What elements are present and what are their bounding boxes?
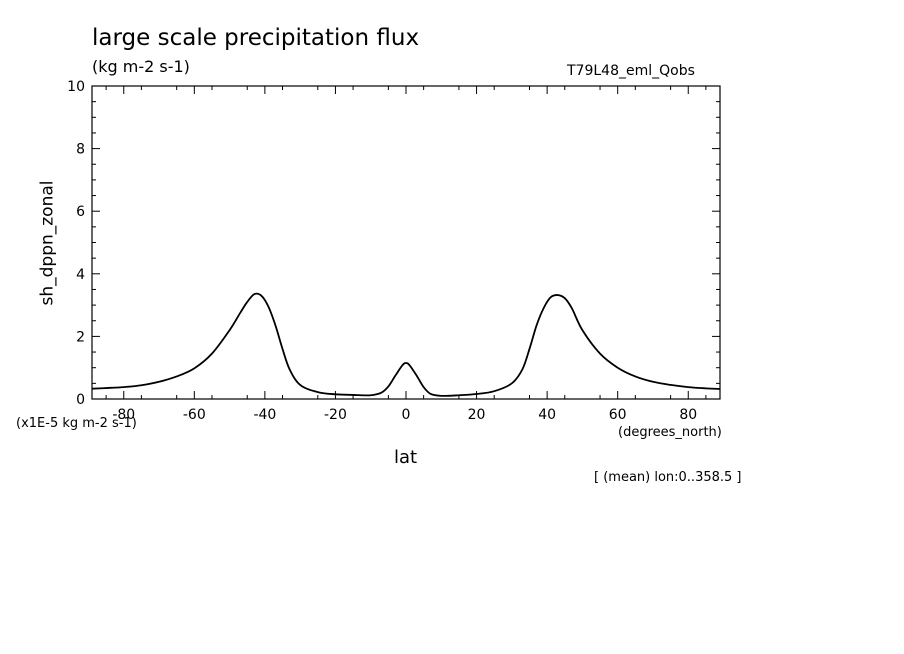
x-tick-label: 20 <box>468 407 486 423</box>
x-tick-label: -60 <box>183 407 206 423</box>
y-tick-label: 10 <box>67 79 85 95</box>
scale-factor-label: (x1E-5 kg m-2 s-1) <box>16 416 137 431</box>
series-line-1 <box>91 292 721 397</box>
x-tick-label: -40 <box>253 407 276 423</box>
x-tick-label: -80 <box>112 407 135 423</box>
units-label: (kg m-2 s-1) <box>92 57 190 76</box>
y-tick-label: 8 <box>76 142 85 158</box>
chart-title: large scale precipitation flux <box>92 25 420 51</box>
y-tick-label: 0 <box>76 392 85 408</box>
y-tick-label: 6 <box>76 204 85 220</box>
x-tick-label: 60 <box>609 407 627 423</box>
x-tick-label: 40 <box>538 407 556 423</box>
average-note: [ (mean) lon:0..358.5 ] <box>594 470 742 485</box>
y-tick-label: 4 <box>76 267 85 283</box>
x-axis-label: lat <box>394 447 418 468</box>
x-tick-label: 80 <box>679 407 697 423</box>
y-tick-label: 2 <box>76 329 85 345</box>
run-name-label: T79L48_eml_Qobs <box>567 63 695 79</box>
x-tick-label: -20 <box>324 407 347 423</box>
x-units-label: (degrees_north) <box>618 425 722 440</box>
plot-frame <box>91 85 721 400</box>
x-tick-label: 0 <box>402 407 411 423</box>
